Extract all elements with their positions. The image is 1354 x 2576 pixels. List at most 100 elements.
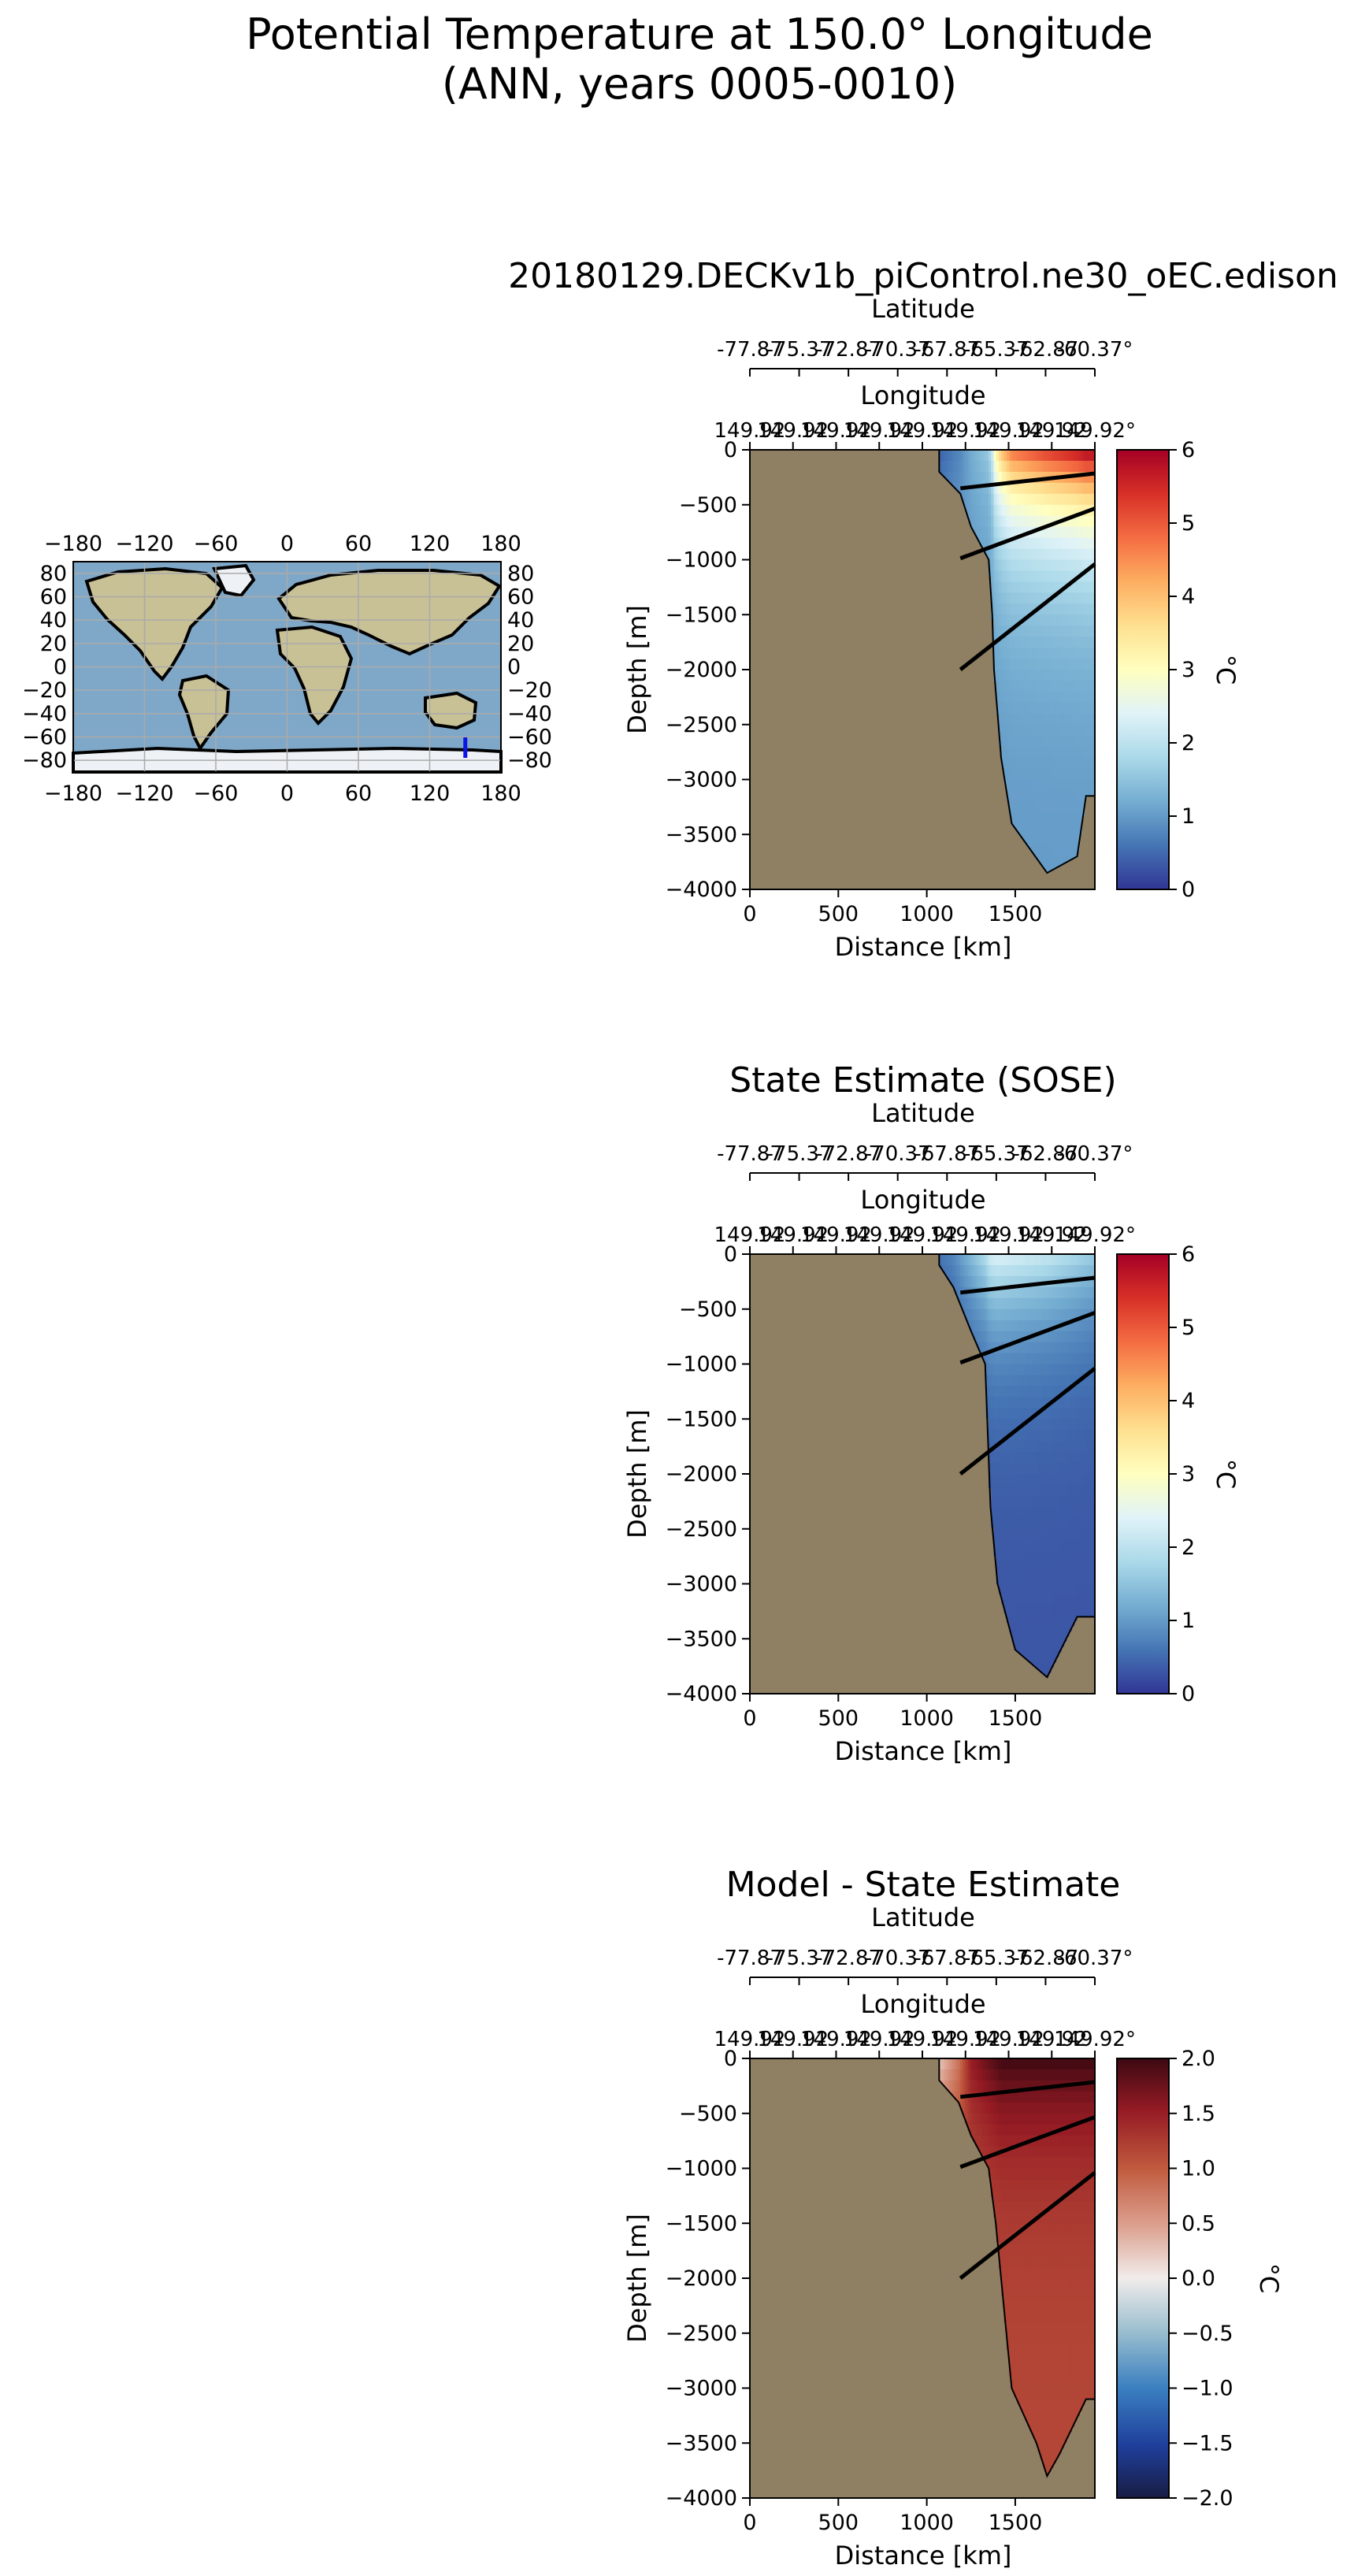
temperature-cell (1017, 2322, 1021, 2334)
temperature-cell (1084, 471, 1088, 484)
temperature-cell (1063, 1463, 1067, 1475)
temperature-cell (1087, 1441, 1091, 1453)
temperature-cell (1076, 2113, 1080, 2125)
temperature-cell (1066, 659, 1070, 670)
temperature-cell (1061, 691, 1065, 703)
temperature-cell (1035, 1297, 1039, 1310)
temperature-cell (1025, 1605, 1028, 1617)
temperature-cell (1025, 1594, 1028, 1606)
temperature-cell (1011, 2190, 1015, 2202)
temperature-cell (981, 2058, 984, 2070)
temperature-cell (1032, 691, 1036, 703)
temperature-cell (1089, 1408, 1093, 1420)
temperature-cell (1092, 581, 1096, 593)
temperature-cell (1032, 834, 1036, 846)
temperature-cell (991, 1386, 995, 1397)
temperature-cell (1048, 2410, 1052, 2422)
temperature-cell (1050, 581, 1054, 593)
temperature-cell (1050, 2234, 1054, 2246)
temperature-cell (1074, 1286, 1078, 1299)
temperature-cell (985, 1297, 989, 1310)
temperature-cell (1066, 526, 1070, 539)
temperature-cell (1071, 2245, 1075, 2257)
temperature-cell (1032, 2421, 1036, 2433)
temperature-cell (1043, 724, 1047, 737)
temperature-cell (1058, 559, 1062, 572)
temperature-cell (1074, 592, 1078, 604)
temperature-cell (1006, 1594, 1010, 1606)
temperature-cell (1019, 702, 1023, 715)
temperature-cell (1079, 1419, 1083, 1431)
temperature-cell (1006, 504, 1010, 517)
temperature-cell (1043, 2267, 1047, 2279)
temperature-cell (1063, 2146, 1067, 2158)
temperature-cell (1061, 614, 1065, 626)
temperature-cell (1087, 1517, 1091, 1530)
temperature-cell (1025, 537, 1028, 550)
temperature-cell (955, 2069, 958, 2081)
temperature-cell (965, 460, 969, 473)
temperature-cell (1048, 537, 1052, 550)
temperature-cell (996, 1430, 1000, 1442)
temperature-cell (1081, 1474, 1085, 1486)
temperature-cell (977, 460, 981, 473)
temperature-cell (1066, 2288, 1070, 2301)
temperature-cell (1003, 1605, 1007, 1613)
temperature-cell (1027, 2157, 1031, 2170)
temperature-cell (1055, 2201, 1059, 2213)
temperature-cell (1058, 1441, 1062, 1453)
temperature-cell (1027, 2245, 1031, 2257)
temperature-cell (1011, 1308, 1015, 1321)
temperature-cell (999, 1264, 1003, 1277)
temperature-cell (1029, 2212, 1033, 2224)
temperature-cell (1063, 2432, 1067, 2444)
temperature-cell (965, 1264, 969, 1277)
temperature-cell (1040, 2190, 1044, 2202)
temperature-cell (991, 2135, 995, 2147)
temperature-cell (1050, 1484, 1054, 1497)
temperature-cell (1022, 1628, 1026, 1639)
temperature-cell (1029, 1474, 1033, 1486)
temperature-cell (1053, 834, 1057, 846)
temperature-cell (1009, 1408, 1013, 1420)
temperature-cell (1029, 2388, 1033, 2400)
temperature-cell (999, 2256, 1003, 2268)
temperature-cell (1040, 1628, 1044, 1639)
temperature-cell (1043, 450, 1047, 462)
temperature-cell (1081, 2322, 1085, 2334)
temperature-cell (1022, 1495, 1026, 1508)
temperature-cell (993, 1528, 997, 1541)
temperature-cell (1084, 2201, 1088, 2213)
temperature-cell (977, 2091, 981, 2103)
temperature-cell (1058, 2223, 1062, 2235)
temperature-cell (1009, 2124, 1013, 2136)
temperature-cell (1079, 2091, 1083, 2103)
temperature-cell (1029, 680, 1033, 692)
temperature-cell (1092, 1517, 1096, 1530)
temperature-cell (993, 659, 997, 670)
temperature-cell (1032, 1419, 1036, 1431)
temperature-cell (1040, 1297, 1044, 1310)
temperature-cell (1069, 2245, 1072, 2257)
temperature-cell (1037, 2113, 1041, 2125)
temperature-cell (1081, 2157, 1085, 2170)
temperature-cell (1058, 2410, 1062, 2422)
temperature-cell (1003, 625, 1007, 637)
temperature-cell (970, 2102, 974, 2114)
temperature-cell (1027, 2102, 1031, 2114)
temperature-cell (1029, 1452, 1033, 1464)
temperature-cell (1074, 2366, 1078, 2378)
temperature-cell (1029, 1616, 1033, 1628)
temperature-cell (1037, 713, 1041, 726)
temperature-cell (1081, 1495, 1085, 1508)
temperature-cell (1040, 2168, 1044, 2181)
temperature-cell (1043, 1419, 1047, 1431)
longitude-tick-label: 149.92° (1054, 1223, 1136, 1247)
temperature-cell (988, 482, 992, 495)
temperature-cell (949, 2069, 953, 2081)
temperature-cell (1017, 526, 1021, 539)
distance-tick-label: 1000 (900, 2511, 954, 2535)
temperature-cell (1050, 2091, 1054, 2103)
temperature-cell (1009, 2135, 1013, 2147)
temperature-cell (991, 570, 995, 582)
